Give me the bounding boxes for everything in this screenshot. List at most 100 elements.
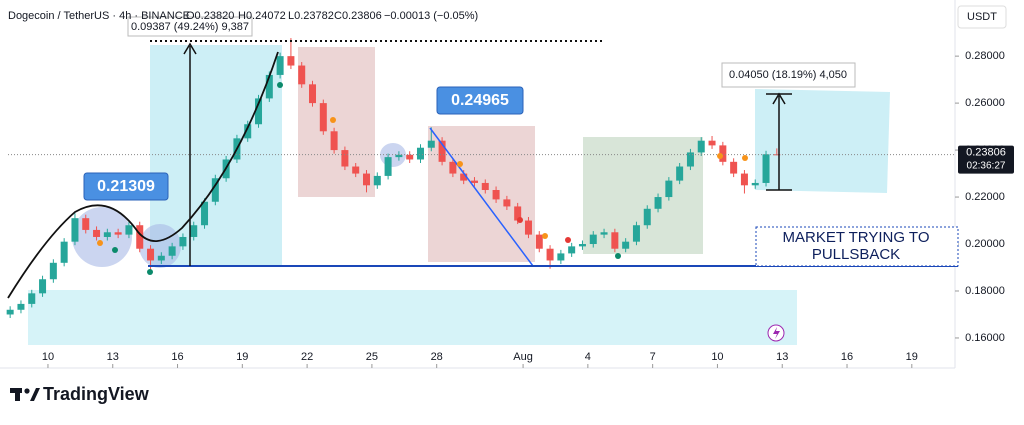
candle-body [341, 150, 349, 167]
trend-line [429, 127, 534, 267]
candle-body [319, 103, 327, 132]
candle-body [470, 180, 478, 183]
candle-body [211, 178, 219, 202]
x-tick-label: 13 [107, 351, 119, 363]
candle-body [740, 173, 748, 186]
price-label: 0.21309 [97, 178, 155, 195]
countdown-label: 02:36:27 [967, 160, 1006, 171]
candle-body [17, 303, 25, 310]
candle-body [622, 241, 630, 249]
y-tick-label: 0.18000 [965, 285, 1005, 297]
candle-body [427, 140, 435, 148]
candle-body [168, 246, 176, 256]
target-zone [755, 89, 890, 193]
ohlc-label: O0.23820 [186, 10, 234, 22]
alert-icon-bolt [773, 327, 780, 339]
ohlc-label: C0.23806 [334, 10, 382, 22]
candle-body [136, 225, 144, 249]
candle-body [578, 244, 586, 247]
candle-body [157, 255, 165, 261]
candle-body [352, 166, 360, 174]
x-tick-label: 7 [650, 351, 656, 363]
marker-dot [330, 117, 336, 123]
marker-dot [542, 233, 548, 239]
candle-body [287, 56, 295, 66]
candle-body [373, 175, 381, 186]
candle-body [568, 246, 576, 254]
candle-body [103, 232, 111, 237]
candle-body [125, 225, 133, 235]
candle-body [384, 157, 392, 176]
x-tick-label: 4 [585, 351, 591, 363]
candle-body [762, 154, 770, 183]
candle-body [406, 154, 414, 160]
candle-body [503, 199, 511, 207]
price-label: 0.24965 [451, 92, 509, 109]
candle-body [557, 253, 565, 261]
candle-body [751, 182, 759, 186]
symbol-title: Dogecoin / TetherUS · 4h · BINANCE [8, 10, 190, 22]
candle-body [244, 124, 252, 139]
candle-body [179, 236, 187, 247]
y-tick-label: 0.28000 [965, 50, 1005, 62]
candle-body [147, 248, 155, 261]
y-tick-label: 0.20000 [965, 238, 1005, 250]
measure-label: 0.09387 (49.24%) 9,387 [131, 21, 249, 33]
x-tick-label: 19 [906, 351, 918, 363]
price-label-box [83, 172, 169, 201]
candle-body [82, 218, 90, 230]
y-tick-label: 0.26000 [965, 97, 1005, 109]
candle-body [665, 180, 673, 198]
note-text: PULLSBACK [812, 246, 900, 263]
x-tick-label: 22 [301, 351, 313, 363]
arrow-head [183, 42, 197, 55]
x-tick-label: 16 [171, 351, 183, 363]
candle-body [460, 173, 468, 181]
candle-body [524, 220, 532, 235]
candle-body [49, 262, 57, 280]
x-tick-label: 13 [776, 351, 788, 363]
x-tick-label: Aug [513, 351, 533, 363]
marker-dot [457, 161, 463, 167]
candle-body [686, 152, 694, 167]
measure-box [127, 16, 253, 37]
candle-body [39, 279, 47, 294]
drop-zone [298, 47, 375, 197]
x-tick-label: 10 [42, 351, 54, 363]
ohlc-label: L0.23782 [288, 10, 334, 22]
unit-label: USDT [967, 11, 997, 23]
last-price-label: 0.23806 [966, 147, 1006, 159]
rise-zone [583, 137, 703, 254]
ohlc-label: H0.24072 [238, 10, 286, 22]
measure-box [721, 62, 856, 88]
candle-body [71, 218, 79, 242]
candle-body [535, 234, 543, 249]
marker-dot [565, 237, 571, 243]
y-tick-label: 0.16000 [965, 332, 1005, 344]
note-text: MARKET TRYING TO [783, 229, 930, 246]
candle-body [492, 190, 500, 200]
candle-body [114, 232, 122, 235]
candle-body [438, 140, 446, 162]
candle-body [93, 229, 101, 237]
candle-body [265, 74, 273, 99]
unit-button[interactable] [957, 5, 1007, 29]
logo-part [24, 388, 30, 394]
candle-body [654, 197, 662, 209]
candle-body [730, 161, 738, 174]
curve [7, 51, 279, 299]
x-tick-label: 28 [431, 351, 443, 363]
candle-body [298, 65, 306, 85]
x-tick-label: 16 [841, 351, 853, 363]
candle-body [708, 140, 716, 146]
y-tick-label: 0.22000 [965, 191, 1005, 203]
x-tick-label: 10 [711, 351, 723, 363]
support-zone [28, 290, 797, 345]
candle-body [28, 293, 36, 304]
arrow-head [772, 92, 786, 105]
candle-body [449, 161, 457, 174]
logo-part [15, 388, 20, 401]
last-price-tag [958, 145, 1014, 174]
